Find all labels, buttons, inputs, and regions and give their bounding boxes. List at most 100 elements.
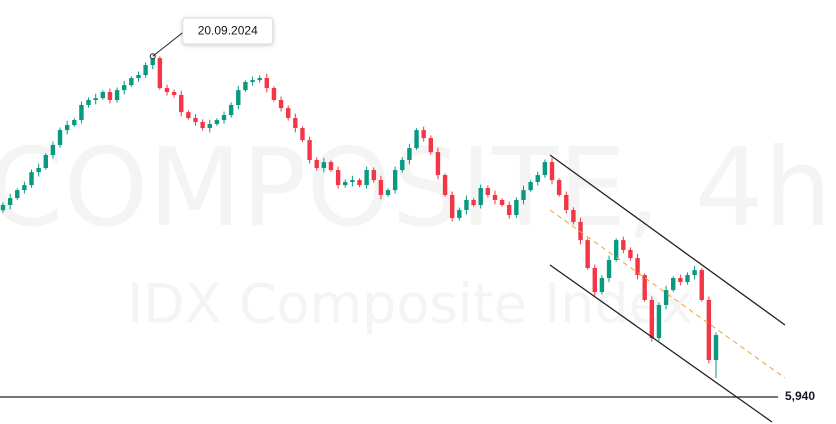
candle-body	[143, 65, 148, 76]
candle-body	[628, 249, 633, 259]
candle-body	[599, 277, 605, 293]
candle-body	[22, 185, 27, 191]
candle-body	[236, 90, 241, 106]
candle-body	[286, 108, 291, 118]
candle-body	[471, 199, 476, 205]
candle-body	[350, 180, 355, 182]
candle-body	[635, 258, 640, 276]
candle-body	[328, 162, 334, 171]
candle-body	[442, 175, 448, 195]
candle-body	[186, 112, 191, 118]
candle-body	[507, 204, 512, 216]
candle-body	[528, 181, 533, 191]
candle-body	[585, 240, 590, 268]
level-label: 5,940	[785, 389, 815, 403]
candle-body	[421, 130, 426, 139]
candle-body	[321, 162, 327, 168]
candle-body	[392, 170, 398, 191]
candle-body	[57, 130, 63, 145]
candle-body	[293, 117, 298, 129]
candle-body	[663, 290, 669, 305]
candle-body	[606, 260, 612, 278]
candle-body	[449, 194, 455, 218]
candle-body	[564, 194, 569, 211]
channel-upper	[549, 154, 786, 326]
channel-mid	[549, 209, 786, 379]
candle-body	[343, 181, 348, 186]
candle-body	[685, 275, 690, 282]
candle-body	[492, 194, 498, 200]
candle-body	[649, 299, 655, 339]
candle-body	[193, 117, 198, 122]
candle-body	[357, 180, 362, 186]
watermark-subtitle: IDX Composite Index	[127, 273, 693, 336]
candle-body	[478, 188, 483, 205]
candle-body	[692, 270, 697, 276]
candle-body	[79, 105, 84, 121]
candle-body	[43, 154, 48, 168]
candles	[0, 56, 719, 378]
candle-body	[179, 94, 184, 113]
candle-body	[200, 121, 205, 129]
candle-body	[578, 221, 583, 241]
candle-body	[150, 58, 155, 66]
candle-body	[414, 130, 419, 149]
candle-body	[136, 75, 141, 79]
candle-body	[435, 152, 441, 176]
candle-body	[214, 120, 220, 125]
candle-body	[129, 78, 134, 86]
candle-body	[642, 275, 647, 300]
candle-body	[457, 210, 462, 218]
candle-body	[407, 148, 412, 161]
candle-body	[7, 198, 13, 205]
candle-body	[706, 299, 712, 360]
candle-body	[371, 170, 376, 181]
candle-body	[592, 267, 597, 293]
annotation-label: 20.09.2024	[198, 24, 258, 38]
candle-body	[0, 204, 6, 211]
annotation-leader	[152, 30, 186, 57]
candle-body	[15, 190, 20, 199]
candle-body	[164, 88, 170, 93]
candle-body	[243, 81, 248, 91]
candle-body	[50, 144, 56, 155]
candle-body	[86, 99, 91, 106]
candle-body	[571, 210, 576, 222]
candle-body	[521, 190, 526, 200]
candle-body	[378, 180, 384, 195]
candle-body	[678, 277, 683, 282]
candle-body	[613, 240, 619, 261]
candle-body	[621, 240, 626, 250]
candle-body	[699, 270, 704, 300]
annotation-box	[182, 17, 274, 45]
candle-body	[207, 124, 212, 129]
candle-body	[713, 335, 719, 360]
candle-body	[122, 85, 127, 91]
candle-body	[228, 105, 234, 116]
candle-body	[257, 78, 262, 81]
candle-body	[464, 199, 469, 211]
candle-body	[157, 58, 163, 89]
candle-body	[364, 170, 369, 186]
candle-body	[556, 180, 562, 195]
candle-body	[36, 167, 41, 173]
candle-body	[278, 99, 284, 109]
candle-body	[335, 170, 341, 186]
candle-body	[250, 80, 255, 82]
candle-body	[171, 92, 177, 95]
candle-body	[114, 90, 120, 100]
candle-body	[428, 138, 433, 153]
candle-body	[93, 98, 98, 100]
candle-body	[542, 162, 548, 176]
candle-body	[485, 188, 491, 195]
candle-body	[107, 92, 113, 100]
candle-body	[29, 172, 34, 186]
candle-body	[72, 120, 77, 126]
candle-body	[535, 175, 540, 182]
candle-body	[307, 140, 312, 161]
candle-body	[671, 277, 676, 291]
candle-body	[100, 92, 106, 99]
candle-body	[549, 162, 555, 181]
